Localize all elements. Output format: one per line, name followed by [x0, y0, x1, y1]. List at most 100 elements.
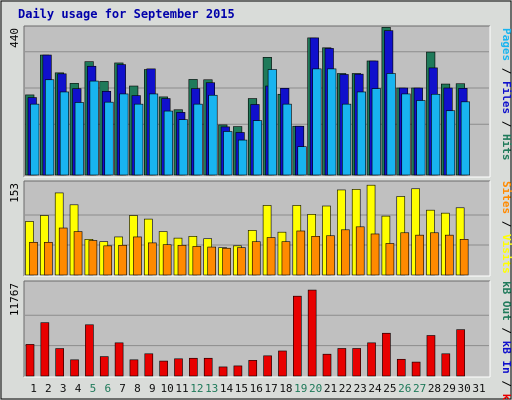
day-label: 19	[294, 382, 307, 395]
legend-bottom: kB Out / kB In / kB F	[500, 281, 512, 400]
bar-kb-f	[292, 295, 302, 377]
day-label: 18	[279, 382, 292, 395]
day-label: 2	[45, 382, 52, 395]
legend-kb-in: kB In	[500, 341, 512, 374]
bar-kb-f	[99, 356, 109, 377]
legend-kb-out: kB Out	[500, 281, 512, 321]
legend-sep: /	[500, 114, 512, 134]
bar-sites	[58, 227, 68, 276]
day-label: 9	[149, 382, 156, 395]
legend-sep: /	[500, 214, 512, 234]
legend-top: Pages / Files / Hits	[500, 28, 512, 161]
bar-sites	[162, 244, 172, 276]
bar-kb-f	[441, 353, 451, 377]
day-label: 10	[161, 382, 174, 395]
bar-pages	[401, 93, 411, 176]
bar-pages	[342, 103, 352, 176]
day-label: 7	[119, 382, 126, 395]
bar-pages	[416, 100, 426, 176]
legend-visits: Visits	[500, 234, 512, 274]
y-max-label: 440	[8, 28, 21, 48]
bar-kb-f	[233, 365, 243, 377]
bar-kb-f	[129, 359, 139, 377]
day-label: 31	[472, 382, 485, 395]
chart-title: Daily usage for September 2015	[18, 7, 235, 21]
bar-kb-f	[337, 348, 347, 377]
bar-pages	[252, 120, 263, 176]
bar-pages	[104, 101, 114, 176]
day-label: 24	[368, 382, 382, 395]
legend-kb-f: kB F	[500, 394, 512, 400]
bar-kb-f	[322, 353, 332, 377]
bar-sites	[29, 241, 38, 276]
day-label: 12	[190, 382, 203, 395]
bar-kb-f	[352, 348, 362, 377]
legend-middle: Sites / Visits	[500, 181, 512, 274]
bar-kb-f	[396, 358, 406, 377]
bar-kb-f	[55, 348, 65, 377]
bar-sites	[311, 236, 320, 276]
legend-sites: Sites	[500, 181, 512, 214]
day-label: 28	[428, 382, 441, 395]
bar-pages	[163, 110, 173, 176]
legend-files: Files	[500, 81, 512, 114]
bar-kb-f	[426, 335, 436, 377]
day-label: 14	[220, 382, 234, 395]
bar-kb-f	[203, 357, 213, 377]
bar-pages	[178, 119, 188, 176]
bar-sites	[400, 232, 410, 276]
bar-kb-f	[382, 332, 391, 377]
bar-sites	[326, 235, 335, 276]
bar-pages	[267, 69, 277, 176]
day-label: 16	[250, 382, 263, 395]
bar-sites	[415, 234, 424, 276]
day-label: 17	[264, 382, 277, 395]
day-label: 6	[104, 382, 111, 395]
bar-pages	[371, 88, 381, 176]
bar-pages	[89, 80, 99, 176]
bar-sites	[177, 244, 187, 276]
bar-pages	[193, 103, 203, 176]
bar-pages	[356, 91, 367, 176]
bar-sites	[341, 229, 350, 276]
bar-sites	[73, 231, 83, 276]
bar-sites	[355, 226, 365, 276]
day-label: 8	[134, 382, 141, 395]
bar-sites	[430, 232, 439, 276]
bar-pages	[45, 79, 55, 176]
day-label: 21	[324, 382, 337, 395]
bar-kb-f	[85, 324, 94, 377]
bar-sites	[222, 247, 231, 276]
day-label: 20	[309, 382, 322, 395]
bar-kb-f	[218, 366, 228, 377]
bar-pages	[208, 94, 218, 176]
bar-kb-f	[307, 289, 317, 377]
bar-sites	[237, 247, 246, 276]
day-label: 4	[75, 382, 82, 395]
legend-sep: /	[500, 61, 512, 81]
legend-pages: Pages	[500, 28, 512, 61]
bar-kb-f	[278, 350, 287, 377]
bar-pages	[238, 139, 248, 176]
day-label: 26	[398, 382, 411, 395]
legend-sep: /	[500, 374, 512, 394]
bar-pages	[134, 103, 144, 176]
bar-sites	[370, 233, 380, 276]
bar-kb-f	[411, 361, 421, 377]
bar-sites	[251, 241, 261, 276]
bar-kb-f	[456, 329, 465, 377]
bar-sites	[103, 245, 113, 276]
bar-pages	[59, 91, 70, 176]
bar-pages	[431, 93, 441, 176]
day-label: 11	[175, 382, 188, 395]
day-label: 30	[458, 382, 471, 395]
bar-sites	[444, 234, 454, 276]
bar-kb-f	[144, 353, 154, 377]
bar-kb-f	[248, 360, 258, 377]
bar-sites	[44, 241, 53, 276]
day-label: 22	[339, 382, 352, 395]
bar-kb-f	[367, 342, 376, 377]
